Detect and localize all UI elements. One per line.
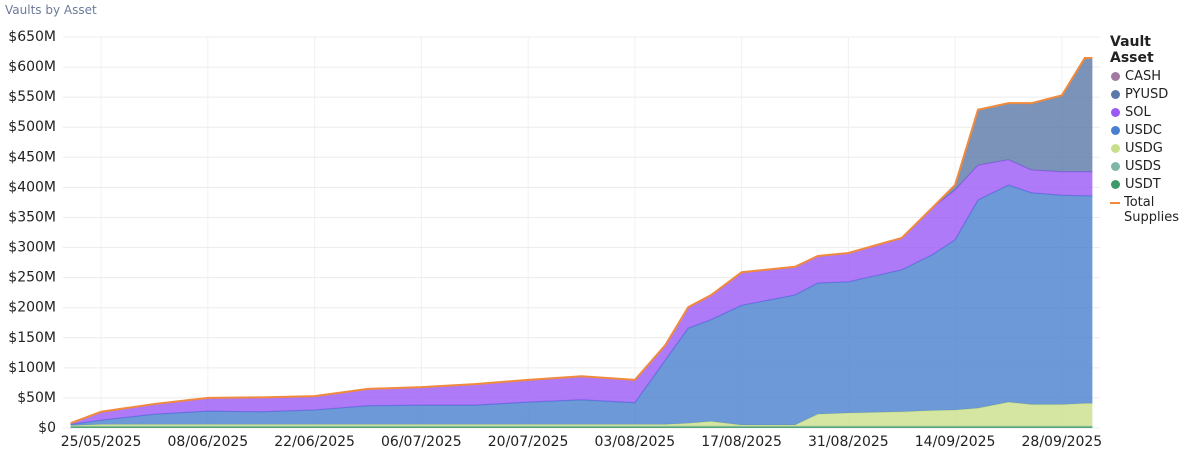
legend-swatch: [1111, 180, 1120, 189]
x-tick-label: 08/06/2025: [168, 434, 249, 450]
legend-item: USDS: [1110, 159, 1198, 174]
legend-swatch: [1110, 202, 1120, 204]
legend-label: USDS: [1125, 159, 1162, 174]
y-tick-label: $300M: [8, 240, 56, 256]
legend-label: USDC: [1125, 123, 1162, 138]
area: [70, 402, 1093, 427]
chart-title: Vaults by Asset: [5, 3, 97, 17]
x-tick-label: 25/05/2025: [61, 434, 142, 450]
legend-label: USDT: [1125, 177, 1161, 192]
area: [70, 159, 1093, 425]
legend-swatch: [1111, 108, 1120, 117]
legend-label: CASH: [1125, 69, 1161, 84]
y-tick-label: $650M: [8, 29, 56, 45]
x-tick-label: 20/07/2025: [488, 434, 569, 450]
legend-swatch: [1111, 126, 1120, 135]
y-tick-label: $0: [38, 420, 56, 436]
y-tick-label: $250M: [8, 270, 56, 286]
legend-item: USDC: [1110, 123, 1198, 138]
x-tick-label: 14/09/2025: [915, 434, 996, 450]
legend-item: USDG: [1110, 141, 1198, 156]
y-tick-label: $200M: [8, 300, 56, 316]
legend-title: Vault Asset: [1110, 34, 1154, 66]
legend-swatch: [1111, 72, 1120, 81]
legend-item: SOL: [1110, 105, 1198, 120]
y-tick-label: $100M: [8, 360, 56, 376]
legend-item: PYUSD: [1110, 87, 1198, 102]
legend-label: Total Supplies: [1124, 195, 1179, 225]
legend-swatch: [1111, 90, 1120, 99]
total-line: [70, 57, 1093, 425]
x-tick-label: 17/08/2025: [701, 434, 782, 450]
x-tick-label: 06/07/2025: [381, 434, 462, 450]
x-tick-label: 03/08/2025: [595, 434, 676, 450]
y-tick-label: $400M: [8, 179, 56, 195]
area: [70, 184, 1093, 426]
legend-item: CASH: [1110, 69, 1198, 84]
y-tick-label: $450M: [8, 149, 56, 165]
chart: $0 $50M $100M $150M $200M $250M $300M $350M $400…: [8, 29, 1103, 450]
legend-label: PYUSD: [1125, 87, 1169, 102]
legend-item: Total Supplies: [1110, 195, 1198, 225]
legend-item: USDT: [1110, 177, 1198, 192]
legend-swatch: [1111, 162, 1120, 171]
x-tick-label: 31/08/2025: [808, 434, 889, 450]
x-tick-label: 28/09/2025: [1022, 434, 1103, 450]
y-tick-label: $150M: [8, 330, 56, 346]
legend: Vault Asset CASH PYUSD SOL USDC USDG USDS USDT…: [1110, 34, 1198, 228]
legend-label: SOL: [1125, 105, 1151, 120]
x-tick-label: 22/06/2025: [274, 434, 355, 450]
legend-label: USDG: [1125, 141, 1163, 156]
y-tick-label: $350M: [8, 209, 56, 225]
y-tick-label: $50M: [17, 390, 56, 406]
y-tick-label: $500M: [8, 119, 56, 135]
legend-swatch: [1111, 144, 1120, 153]
y-tick-label: $550M: [8, 89, 56, 105]
y-tick-label: $600M: [8, 59, 56, 75]
